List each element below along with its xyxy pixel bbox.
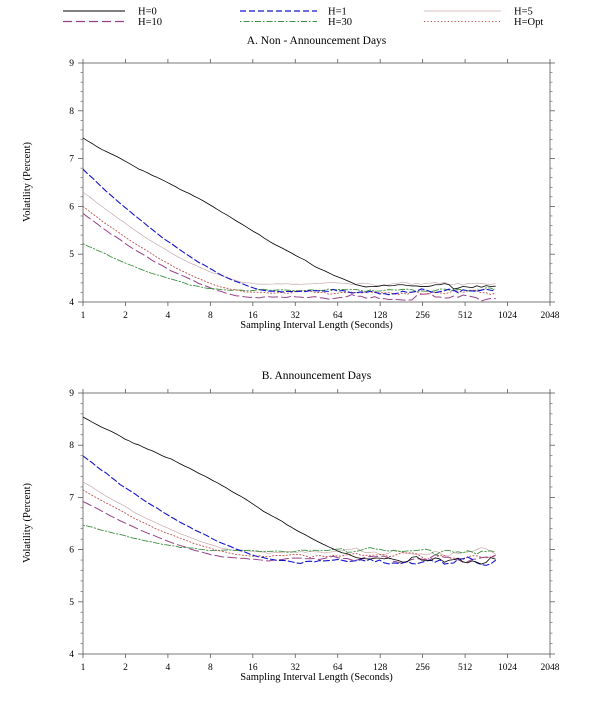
svg-text:9: 9	[69, 389, 74, 399]
svg-text:H=5: H=5	[514, 7, 533, 18]
svg-text:H=Opt: H=Opt	[514, 17, 543, 28]
svg-text:6: 6	[69, 202, 74, 212]
svg-text:512: 512	[458, 663, 473, 673]
svg-text:A. Non - Announcement Days: A. Non - Announcement Days	[247, 35, 387, 47]
svg-text:9: 9	[69, 59, 74, 69]
svg-text:Sampling Interval Length (Seco: Sampling Interval Length (Seconds)	[240, 320, 393, 331]
svg-text:2048: 2048	[541, 663, 560, 673]
svg-text:2048: 2048	[541, 311, 560, 321]
svg-text:8: 8	[69, 107, 74, 117]
svg-text:1024: 1024	[498, 663, 517, 673]
svg-text:5: 5	[69, 250, 74, 260]
svg-text:H=1: H=1	[328, 7, 347, 18]
svg-text:4: 4	[69, 298, 74, 308]
svg-text:4: 4	[166, 311, 171, 321]
svg-text:Sampling Interval Length (Seco: Sampling Interval Length (Seconds)	[240, 672, 393, 683]
svg-text:B. Announcement Days: B. Announcement Days	[262, 370, 372, 382]
svg-text:1: 1	[81, 311, 86, 321]
svg-text:512: 512	[458, 311, 473, 321]
svg-text:7: 7	[69, 493, 74, 503]
svg-text:H=10: H=10	[138, 17, 162, 28]
svg-text:1024: 1024	[498, 311, 517, 321]
svg-text:7: 7	[69, 155, 74, 165]
svg-text:8: 8	[208, 663, 213, 673]
svg-text:5: 5	[69, 598, 74, 608]
svg-text:4: 4	[69, 650, 74, 660]
svg-text:8: 8	[208, 311, 213, 321]
svg-text:2: 2	[123, 311, 128, 321]
svg-text:8: 8	[69, 441, 74, 451]
svg-text:256: 256	[416, 311, 431, 321]
svg-text:6: 6	[69, 546, 74, 556]
svg-text:1: 1	[81, 663, 86, 673]
svg-text:H=30: H=30	[328, 17, 352, 28]
svg-text:Volatility (Percent): Volatility (Percent)	[22, 142, 33, 222]
svg-text:2: 2	[123, 663, 128, 673]
svg-text:H=0: H=0	[138, 7, 157, 18]
svg-text:Volatility (Percent): Volatility (Percent)	[22, 483, 33, 563]
svg-text:256: 256	[416, 663, 431, 673]
svg-text:4: 4	[166, 663, 171, 673]
